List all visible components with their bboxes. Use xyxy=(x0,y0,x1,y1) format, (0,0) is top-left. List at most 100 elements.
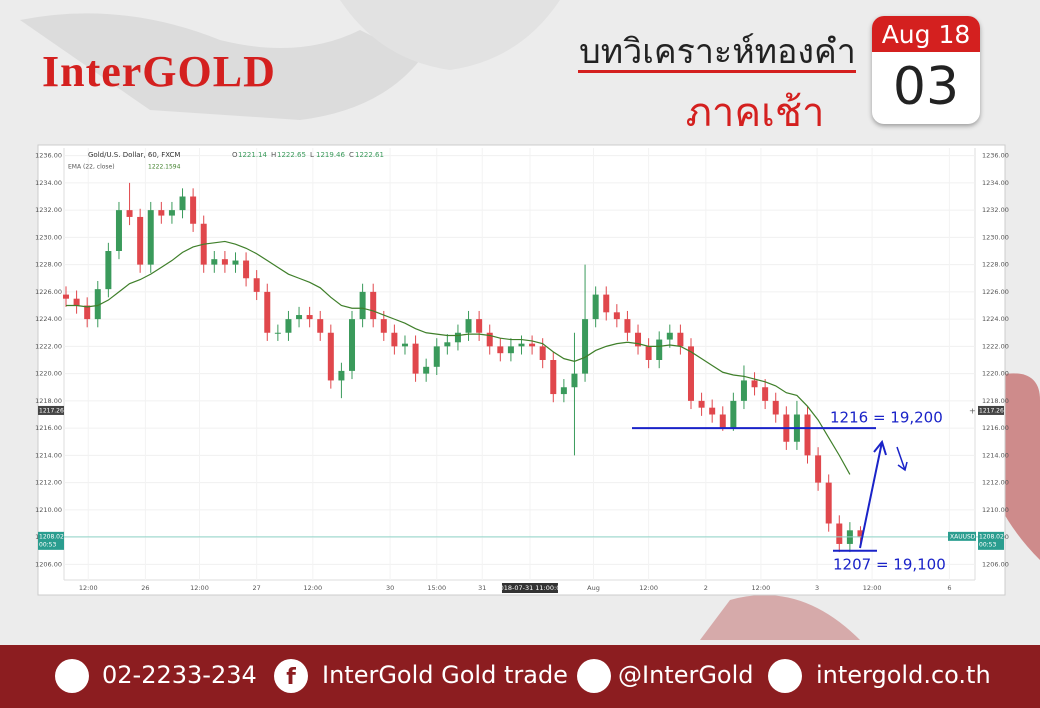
candle-body xyxy=(211,259,218,265)
candle-body xyxy=(687,346,694,401)
arrow xyxy=(896,446,908,472)
candle-body xyxy=(730,400,737,429)
ema-line xyxy=(66,240,851,475)
footer-phone: 02-2233-234 xyxy=(102,661,257,689)
y-tick-label: 1234.00 xyxy=(982,179,1009,187)
candle-body xyxy=(137,216,144,265)
candle-body xyxy=(147,210,154,265)
y-tick-label: 1228.00 xyxy=(982,261,1009,269)
price-tag-label: 1208.02 xyxy=(979,533,1004,540)
candle-body xyxy=(804,414,811,456)
candle-body xyxy=(221,259,228,265)
footer-facebook: InterGold Gold trade xyxy=(322,661,568,689)
brand-logo: InterGOLD xyxy=(42,47,276,96)
x-tick-label: 26 xyxy=(141,584,149,592)
x-tick-label: 2018-07-31 11:00:00 xyxy=(495,584,564,592)
candle-body xyxy=(317,319,324,333)
y-tick-label: 1226.00 xyxy=(35,288,62,296)
x-tick-label: 6 xyxy=(947,584,951,592)
candle-body xyxy=(815,455,822,483)
footer-icons: f xyxy=(55,659,802,693)
y-tick-label: 1230.00 xyxy=(35,233,62,241)
candle-body xyxy=(401,343,408,347)
candle-body xyxy=(115,210,122,251)
candle-body xyxy=(285,319,292,333)
candle-body xyxy=(63,294,69,299)
candle-body xyxy=(168,210,175,216)
x-tick-label: 2 xyxy=(704,584,708,592)
candle-body xyxy=(444,342,451,347)
candle-body xyxy=(423,366,430,374)
candle-body xyxy=(94,289,101,320)
crosshair-plus: + xyxy=(969,406,976,415)
crosshair-label: 1217.26 xyxy=(39,407,64,414)
price-tag-label: 1208.02 xyxy=(39,533,64,540)
y-tick-label: 1232.00 xyxy=(35,206,62,214)
y-tick-label: 1218.00 xyxy=(982,397,1009,405)
y-tick-label: 1222.00 xyxy=(35,342,62,350)
y-tick-label: 1210.00 xyxy=(982,506,1009,514)
candle-body xyxy=(698,400,705,408)
candle-body xyxy=(84,305,91,320)
countdown-label: 00:53 xyxy=(979,541,996,548)
candle-body xyxy=(762,387,769,401)
candle-body xyxy=(539,346,546,360)
candle-body xyxy=(105,251,112,290)
candle-body xyxy=(825,482,832,524)
candle-body xyxy=(582,319,589,374)
symbol-label: XAUUSD xyxy=(950,533,976,540)
y-tick-label: 1236.00 xyxy=(35,152,62,160)
candle-body xyxy=(264,291,271,333)
y-tick-label: 1224.00 xyxy=(35,315,62,323)
candle-body xyxy=(253,278,260,292)
level-label: 1216 = 19,200 xyxy=(830,409,943,427)
header-title: บทวิเคราะห์ทองคำ xyxy=(579,32,856,72)
candle-body xyxy=(306,315,313,320)
y-tick-label: 1232.00 xyxy=(982,206,1009,214)
calendar-month: Aug 18 xyxy=(872,16,980,52)
candle-body xyxy=(645,346,652,360)
y-tick-label: 1220.00 xyxy=(35,370,62,378)
x-tick-label: 31 xyxy=(478,584,486,592)
candle-body xyxy=(349,319,356,371)
y-tick-label: 1212.00 xyxy=(35,479,62,487)
ohlc-value: 1221.14 xyxy=(238,151,267,159)
footer-website: intergold.co.th xyxy=(816,661,991,689)
candle-body xyxy=(624,319,631,333)
candle-body xyxy=(592,294,599,320)
y-tick-label: 1228.00 xyxy=(35,261,62,269)
title-underline xyxy=(578,70,856,73)
y-tick-label: 1230.00 xyxy=(982,233,1009,241)
candle-body xyxy=(274,332,281,334)
y-tick-label: 1218.00 xyxy=(35,397,62,405)
y-tick-label: 1206.00 xyxy=(982,560,1009,568)
price-tag xyxy=(38,531,64,550)
ohlc-key: L xyxy=(310,151,314,159)
candle-body xyxy=(338,370,345,381)
candle-body xyxy=(666,332,673,340)
candle-body xyxy=(507,346,514,354)
chart-title: Gold/U.S. Dollar, 60, FXCM xyxy=(88,151,180,159)
ohlc-value: 1222.61 xyxy=(355,151,384,159)
candle-body xyxy=(243,260,250,279)
candle-body xyxy=(73,298,80,306)
footer-line: @InterGold xyxy=(618,661,754,689)
x-tick-label: 12:00 xyxy=(639,584,658,592)
y-tick-label: 1234.00 xyxy=(35,179,62,187)
ohlc-key: O xyxy=(232,151,238,159)
x-tick-label: 12:00 xyxy=(190,584,209,592)
candle-body xyxy=(571,373,578,388)
candle-body xyxy=(518,343,525,347)
web-icon xyxy=(768,659,802,693)
candle-body xyxy=(126,210,133,217)
footer-bar: f 02-2233-234 InterGold Gold trade @Inte… xyxy=(0,645,1040,708)
price-tag xyxy=(978,531,1004,550)
y-tick-label: 1216.00 xyxy=(35,424,62,432)
crosshair-label: 1217.26 xyxy=(979,407,1004,414)
y-tick-label: 1206.00 xyxy=(35,560,62,568)
ema-value: 1222.1594 xyxy=(148,164,181,171)
candle-body xyxy=(232,260,239,265)
countdown-label: 00:53 xyxy=(39,541,56,548)
candle-body xyxy=(465,319,472,333)
